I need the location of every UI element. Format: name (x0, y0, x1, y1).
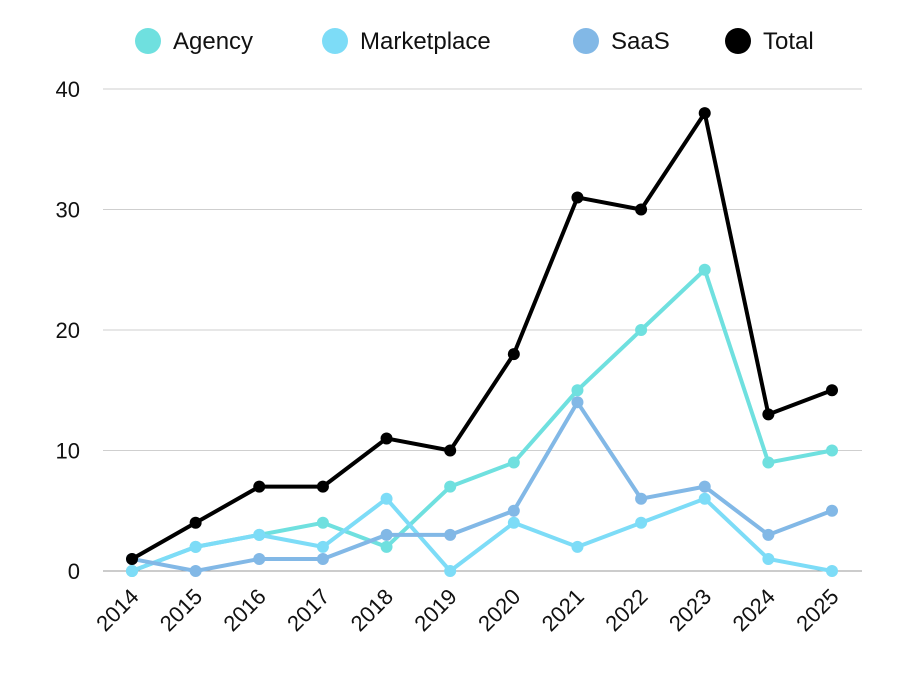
data-point-agency-2017 (316, 516, 329, 529)
data-point-saas-2017 (316, 552, 329, 565)
x-tick-label-2025: 2025 (791, 584, 843, 636)
data-point-marketplace-2019 (444, 565, 457, 577)
data-point-agency-2019 (444, 480, 457, 493)
data-point-agency-2025 (826, 444, 838, 457)
legend-label-saas: SaaS (611, 28, 670, 55)
data-point-agency-2018 (380, 540, 393, 553)
data-point-marketplace-2020 (507, 516, 520, 529)
y-tick-label-20: 20 (56, 318, 80, 343)
data-point-agency-2024 (762, 456, 775, 469)
data-point-total-2022 (635, 203, 648, 216)
x-tick-label-2017: 2017 (282, 584, 334, 636)
y-tick-label-30: 30 (56, 198, 80, 223)
data-point-total-2023 (698, 107, 711, 120)
y-tick-label-40: 40 (56, 77, 80, 102)
gridlines (103, 88, 862, 572)
data-point-saas-2019 (444, 528, 457, 541)
data-point-marketplace-2017 (316, 540, 329, 553)
data-point-saas-2018 (380, 528, 393, 541)
data-point-total-2021 (571, 191, 584, 204)
data-point-saas-2023 (698, 480, 711, 493)
data-point-marketplace-2023 (698, 492, 711, 505)
data-point-saas-2025 (826, 504, 838, 517)
data-point-marketplace-2025 (826, 565, 838, 577)
legend-marker-agency (135, 28, 161, 54)
x-tick-label-2023: 2023 (664, 584, 716, 636)
x-tick-label-2020: 2020 (473, 584, 525, 636)
y-axis: 0 10 20 30 40 (56, 77, 80, 584)
series-line-agency (130, 267, 834, 573)
data-point-marketplace-2014 (126, 565, 138, 577)
x-axis: 2014 2015 2016 2017 2018 2019 2020 2021 2022 2023… (91, 584, 843, 636)
series-line-total (130, 111, 834, 561)
data-point-total-2017 (316, 480, 329, 493)
y-tick-label-10: 10 (56, 439, 80, 464)
data-point-total-2018 (380, 432, 393, 445)
legend-marker-marketplace (322, 28, 348, 54)
data-point-total-2025 (826, 384, 838, 397)
data-point-total-2015 (189, 516, 202, 529)
x-tick-label-2015: 2015 (155, 584, 207, 636)
x-tick-label-2014: 2014 (91, 584, 143, 636)
data-point-agency-2021 (571, 384, 584, 397)
data-point-total-2016 (253, 480, 266, 493)
data-point-agency-2023 (698, 263, 711, 276)
data-point-total-2024 (762, 408, 775, 421)
x-tick-label-2024: 2024 (728, 584, 780, 636)
x-tick-label-2022: 2022 (600, 584, 652, 636)
data-point-saas-2024 (762, 528, 775, 541)
data-point-saas-2022 (635, 492, 648, 505)
data-point-saas-2021 (571, 396, 584, 409)
data-point-saas-2016 (253, 552, 266, 565)
legend-label-marketplace: Marketplace (360, 28, 491, 55)
legend-label-total: Total (763, 28, 814, 55)
data-point-saas-2015 (189, 565, 202, 577)
data-point-marketplace-2021 (571, 540, 584, 553)
x-tick-label-2016: 2016 (219, 584, 271, 636)
data-point-marketplace-2024 (762, 552, 775, 565)
series-line-marketplace (130, 496, 834, 573)
data-point-saas-2020 (507, 504, 520, 517)
legend: Agency Marketplace SaaS Total (135, 28, 814, 55)
y-tick-label-0: 0 (68, 559, 80, 584)
data-point-agency-2022 (635, 324, 648, 336)
x-tick-label-2018: 2018 (346, 584, 398, 636)
data-point-agency-2020 (507, 456, 520, 469)
data-point-marketplace-2015 (189, 540, 202, 553)
series-group (126, 107, 838, 577)
data-point-marketplace-2022 (635, 516, 648, 529)
data-point-total-2019 (444, 444, 457, 457)
legend-label-agency: Agency (173, 28, 253, 55)
data-point-marketplace-2016 (253, 528, 266, 541)
data-point-total-2020 (507, 348, 520, 361)
x-tick-label-2021: 2021 (537, 584, 589, 636)
data-point-marketplace-2018 (380, 492, 393, 505)
legend-marker-total (725, 28, 751, 54)
data-point-total-2014 (126, 552, 138, 565)
x-tick-label-2019: 2019 (409, 584, 461, 636)
series-line-saas (130, 400, 834, 573)
legend-marker-saas (573, 28, 599, 54)
